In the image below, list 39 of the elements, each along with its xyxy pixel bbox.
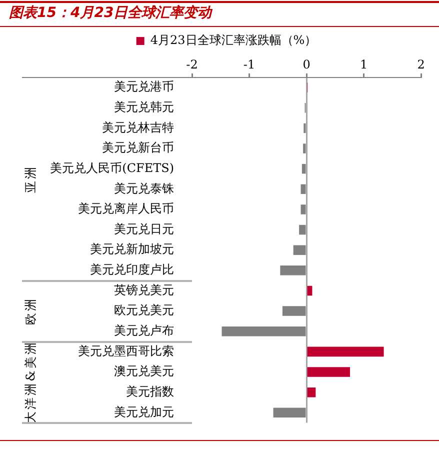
bar [300,204,306,214]
bar [300,184,306,194]
y-tick-label: 美元兑墨西哥比索 [78,344,174,358]
x-tick-label: 1 [360,57,368,72]
y-tick-label: 美元兑泰铢 [114,181,174,196]
bar [273,408,306,418]
x-tick-label: 2 [417,57,425,72]
y-tick-label: 美元兑人民币(CFETS) [50,160,174,175]
y-tick-label: 美元兑加元 [114,404,174,419]
x-tick-label: 0 [302,57,310,72]
y-tick-label: 美元兑卢布 [114,323,174,338]
bar [307,387,316,398]
bar [307,346,384,357]
bar [303,144,306,154]
y-tick-label: 美元兑离岸人民币 [78,202,174,216]
text: 欧洲 [24,297,38,326]
text: 亚洲 [24,164,38,193]
bar [307,367,350,377]
chart-title: 图表15：4月23日全球汇率变动 [9,5,212,22]
y-tick-label: 美元兑日元 [114,222,174,236]
y-tick-label: 美元兑林吉特 [102,120,174,134]
y-tick-label: 美元兑韩元 [114,100,174,114]
y-tick-label: 英镑兑美元 [114,282,174,297]
bar [299,224,306,235]
x-tick-label: -1 [243,57,256,72]
bar [302,164,306,174]
bar [280,266,306,276]
legend-label: 4月23日全球汇率涨跌幅（%） [150,33,317,48]
y-tick-label: 美元兑港币 [114,80,174,94]
x-tick-label: -2 [186,57,198,72]
bar [222,326,306,336]
y-tick-label: 欧元兑美元 [114,303,174,318]
y-tick-label: 美元兑新加坡元 [90,242,174,256]
bar [293,245,306,255]
y-tick-label: 美元指数 [126,384,174,398]
bar [282,306,306,316]
y-tick-label: 美元兑新台币 [102,140,174,155]
y-tick-label: 美元兑印度卢比 [90,262,174,277]
y-tick-label: 澳元兑美元 [114,364,174,378]
